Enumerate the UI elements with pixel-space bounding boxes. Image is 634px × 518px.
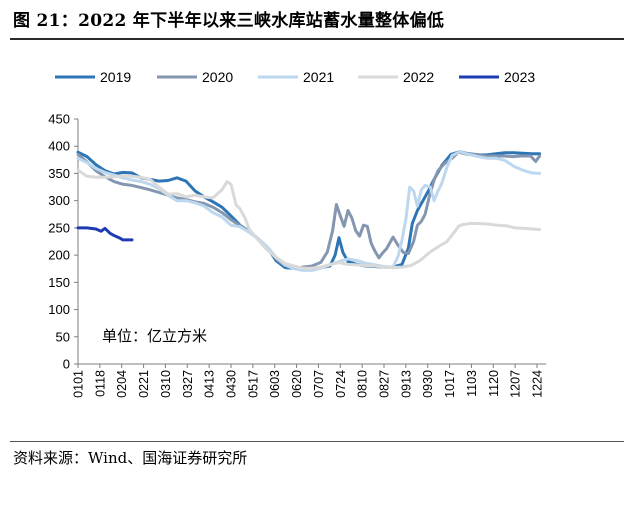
footer-divider (10, 441, 624, 442)
series-line-2021 (76, 150, 542, 272)
x-tick-label: 0221 (137, 370, 151, 398)
x-tick-label: 0118 (93, 370, 107, 397)
x-tick-label: 1017 (443, 370, 457, 398)
legend-label-2021: 2021 (303, 69, 334, 85)
series-line-2019 (76, 150, 542, 270)
x-tick-label: 0327 (181, 370, 195, 398)
series-line-2020 (76, 150, 542, 270)
x-tick-label: 0810 (356, 370, 370, 398)
x-tick-label: 0413 (203, 370, 217, 398)
x-tick-label: 0517 (246, 370, 260, 398)
x-tick-label: 0603 (268, 370, 282, 398)
x-tick-label: 0913 (399, 370, 413, 398)
source-note: 资料来源：Wind、国海证券研究所 (13, 449, 248, 467)
x-tick-label: 0310 (159, 370, 173, 398)
series-line-2022 (76, 168, 542, 270)
x-tick-label: 0204 (115, 370, 129, 398)
y-tick-label: 50 (56, 329, 70, 344)
x-tick-label: 1207 (509, 370, 523, 398)
axes-layer: 0 50 100 150 200 250 300 350 400 450 0101 0118 0204 0… (48, 112, 546, 398)
legend-label-2023: 2023 (504, 69, 535, 85)
chart-legend: 2019 2020 2021 2022 2023 (55, 69, 535, 85)
x-tick-label: 0930 (421, 370, 435, 398)
y-tick-label: 350 (48, 166, 70, 181)
y-tick-label: 0 (63, 357, 70, 372)
y-tick-label: 150 (48, 275, 70, 290)
x-tick-label: 1103 (465, 370, 479, 397)
y-tick-label: 100 (48, 302, 70, 317)
x-tick-label: 0620 (290, 370, 304, 398)
x-tick-label: 0430 (225, 370, 239, 398)
chart-title: 图 21：2022 年下半年以来三峡水库站蓄水量整体偏低 (13, 11, 445, 31)
y-tick-label: 450 (48, 112, 70, 127)
y-tick-label: 250 (48, 220, 70, 235)
x-tick-label: 0724 (334, 370, 348, 398)
title-divider (10, 38, 624, 40)
y-tick-label: 400 (48, 139, 70, 154)
legend-label-2020: 2020 (202, 69, 233, 85)
x-tick-label: 1120 (487, 370, 501, 397)
x-tick-label: 0101 (72, 370, 86, 398)
unit-label: 单位：亿立方米 (102, 327, 207, 345)
line-chart: 0 50 100 150 200 250 300 350 400 450 0101 0118 0204 0… (48, 69, 546, 398)
legend-label-2022: 2022 (403, 69, 434, 85)
y-tick-label: 200 (48, 248, 70, 263)
x-tick-label: 0707 (312, 370, 326, 398)
x-tick-label: 1224 (531, 370, 545, 398)
legend-label-2019: 2019 (100, 69, 131, 85)
x-tick-label: 0827 (378, 370, 392, 398)
series-line-2023 (76, 226, 134, 242)
series-layer (76, 150, 542, 272)
y-tick-label: 300 (48, 193, 70, 208)
